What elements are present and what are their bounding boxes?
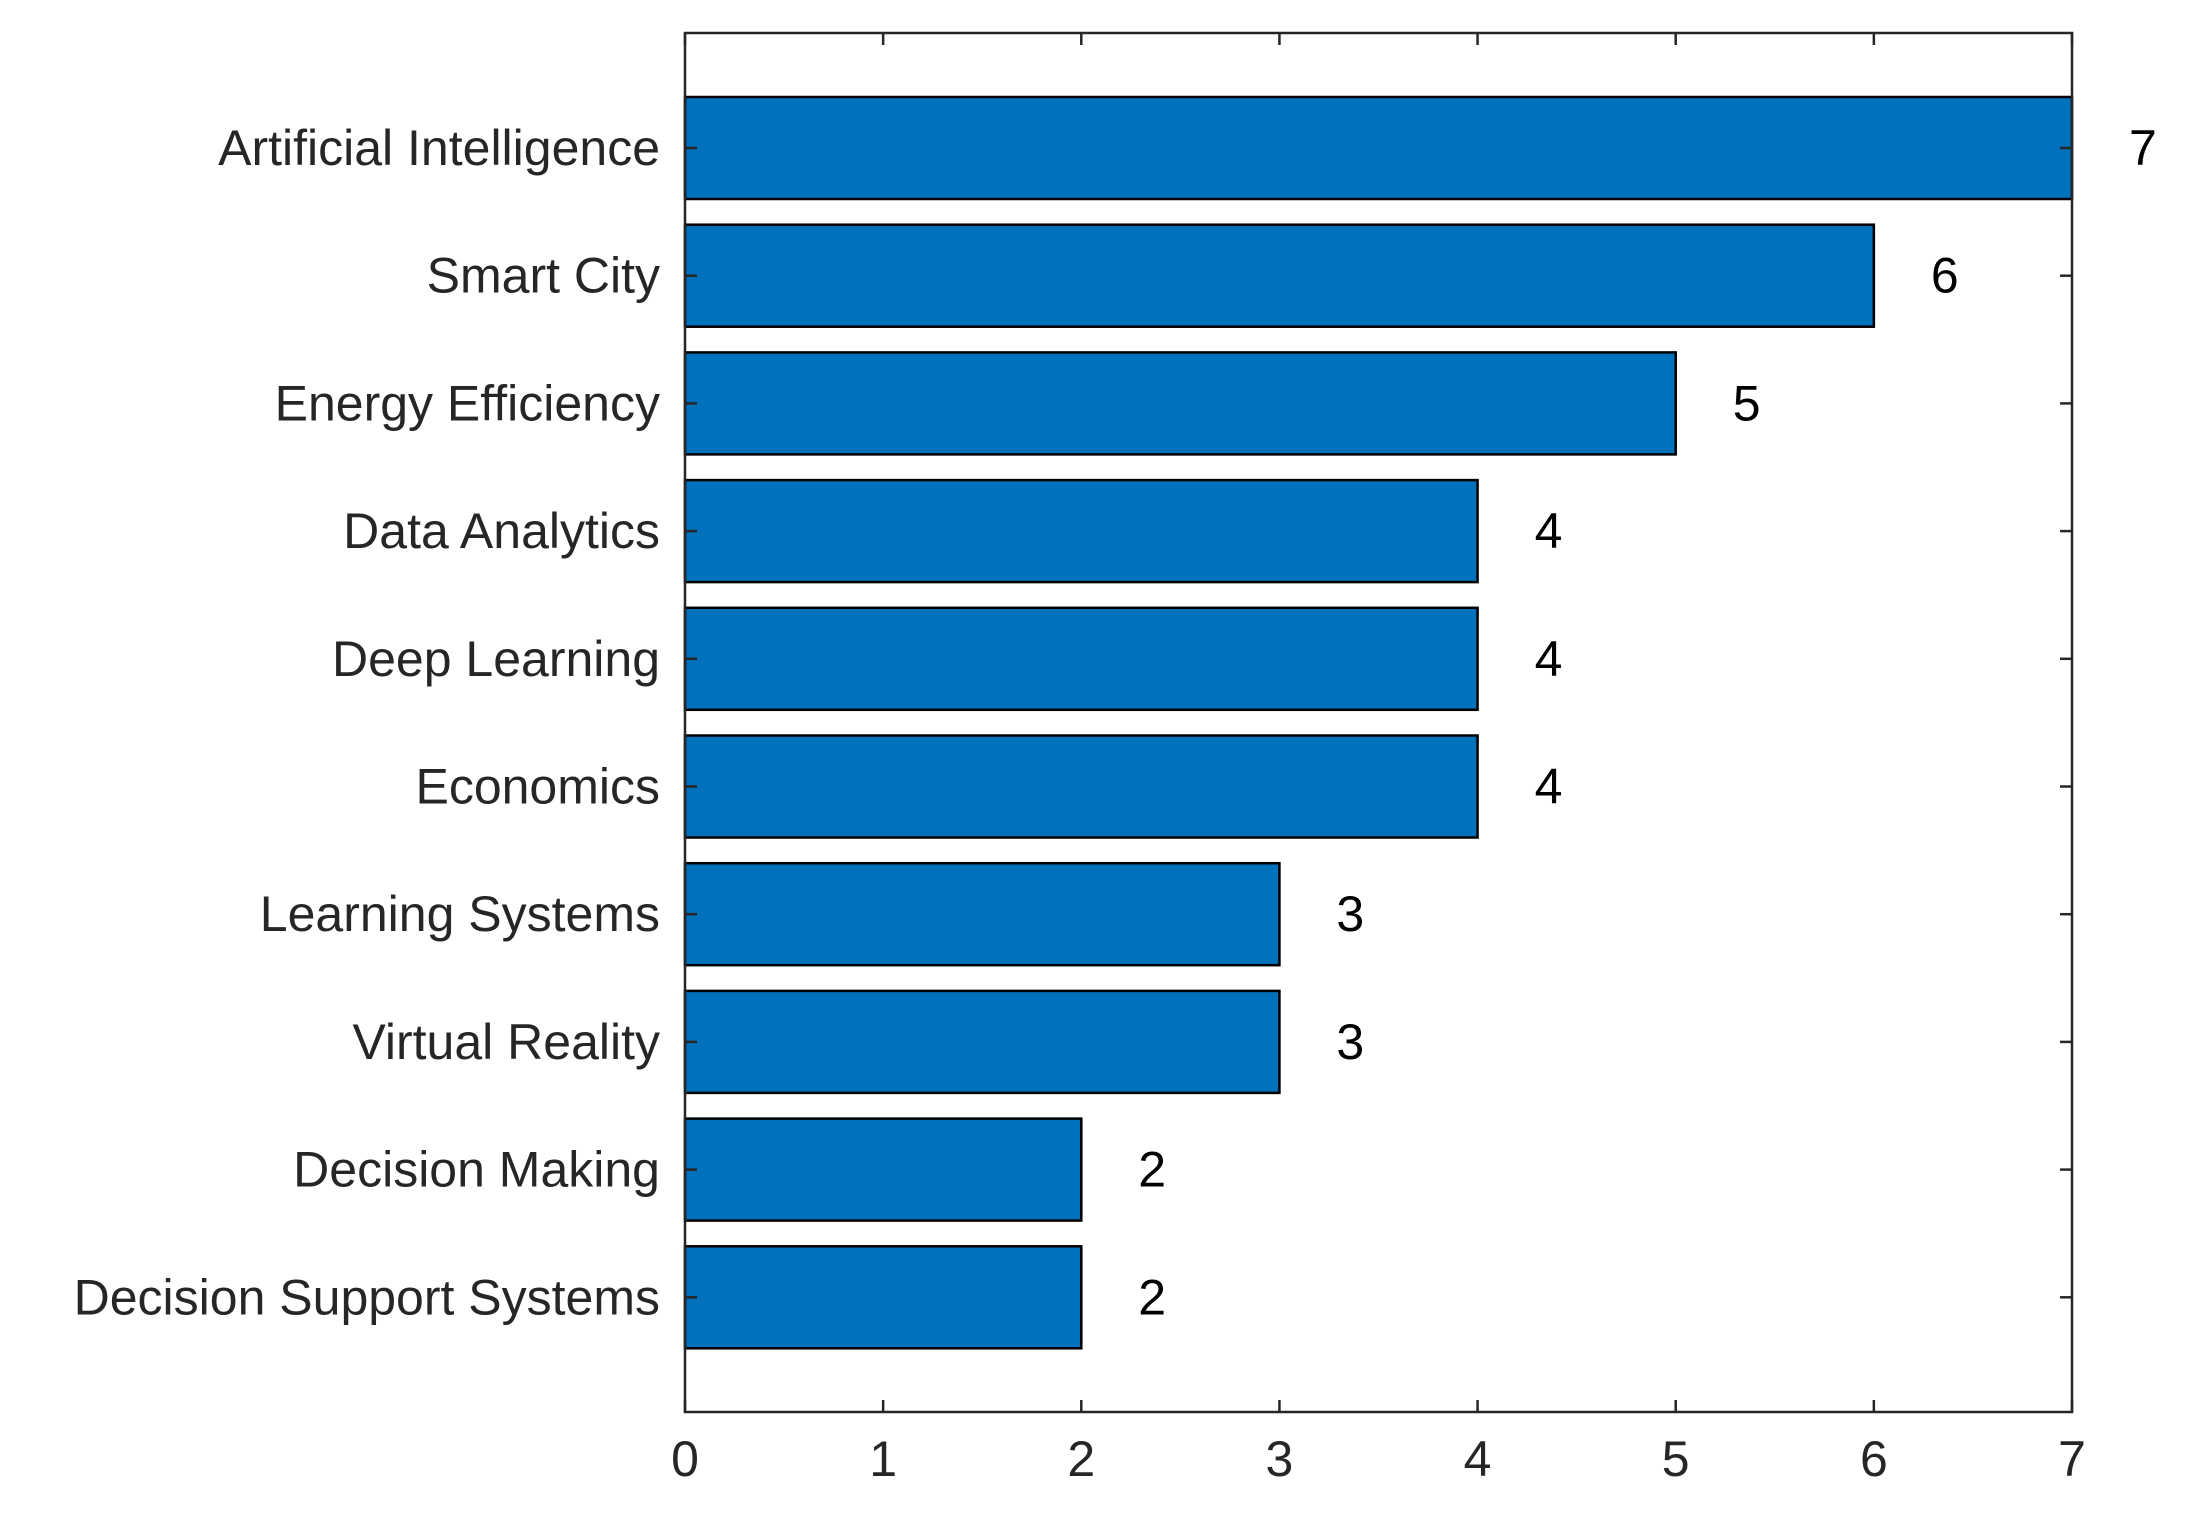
category-labels: Artificial Intelligence Smart City Energy …: [74, 120, 660, 1325]
x-tick-label: 3: [1266, 1431, 1294, 1487]
category-label: Decision Support Systems: [74, 1269, 660, 1325]
data-label: 5: [1733, 375, 1761, 431]
bar-decision-making: [683, 1117, 1083, 1222]
bar-learning-systems: [683, 861, 1281, 967]
bar-smart-city: [683, 223, 1876, 328]
bar-artificial-intelligence: [683, 95, 2074, 201]
data-label: 2: [1138, 1142, 1166, 1198]
bars-layer: [683, 95, 2074, 1350]
bar-decision-support-systems: [683, 1245, 1083, 1350]
category-label: Economics: [415, 759, 660, 815]
category-label: Energy Efficiency: [275, 375, 660, 431]
data-label: 2: [1138, 1269, 1166, 1325]
category-label: Virtual Reality: [352, 1014, 660, 1070]
bar-deep-learning: [683, 606, 1479, 712]
data-label: 4: [1535, 503, 1563, 559]
bar-economics: [683, 734, 1479, 839]
bar-data-analytics: [683, 478, 1479, 584]
category-label: Decision Making: [293, 1142, 660, 1198]
data-label: 7: [2129, 120, 2157, 176]
x-tick-label: 6: [1860, 1431, 1888, 1487]
category-label: Smart City: [427, 248, 660, 304]
category-label: Learning Systems: [260, 886, 660, 942]
category-label: Artificial Intelligence: [218, 120, 660, 176]
bar-virtual-reality: [683, 989, 1281, 1095]
data-label: 3: [1336, 886, 1364, 942]
category-label: Data Analytics: [343, 503, 660, 559]
x-tick-label: 1: [869, 1431, 897, 1487]
x-tick-labels: 0 1 2 3 4 5 6 7: [671, 1431, 2086, 1487]
axes-box: [683, 31, 2074, 1414]
bar-energy-efficiency: [683, 351, 1677, 456]
data-labels: 7 6 5 4 4 4 3 3 2 2: [1138, 120, 2157, 1325]
data-label: 4: [1535, 631, 1563, 687]
data-label: 4: [1535, 759, 1563, 815]
category-label: Deep Learning: [332, 631, 660, 687]
x-tick-label: 7: [2058, 1431, 2086, 1487]
x-tick-label: 2: [1067, 1431, 1095, 1487]
x-tick-label: 5: [1662, 1431, 1690, 1487]
x-tick-label: 0: [671, 1431, 699, 1487]
data-label: 6: [1931, 248, 1959, 304]
data-label: 3: [1336, 1014, 1364, 1070]
x-tick-label: 4: [1464, 1431, 1492, 1487]
